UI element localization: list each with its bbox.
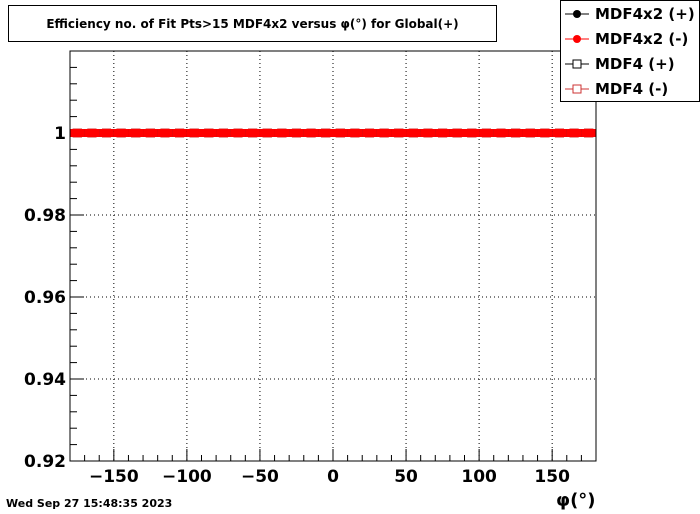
y-tick-label: 0.98 xyxy=(24,206,66,226)
data-band xyxy=(537,129,553,137)
legend-marker-filled-circle-red xyxy=(565,35,589,43)
x-tick-label: 150 xyxy=(534,467,570,487)
data-band xyxy=(143,129,158,137)
data-band xyxy=(552,129,567,137)
legend-label: MDF4x2 (+) xyxy=(595,5,695,23)
y-tick-label: 0.94 xyxy=(24,370,66,390)
data-band xyxy=(128,129,144,137)
data-band xyxy=(318,129,333,137)
series-mdf4x2- xyxy=(70,129,596,137)
legend: MDF4x2 (+) MDF4x2 (-) MDF4 (+) MDF4 (-) xyxy=(560,0,700,102)
data-band xyxy=(70,129,85,137)
y-tick-label: 0.96 xyxy=(24,288,66,308)
legend-entry-mdf4x2-plus: MDF4x2 (+) xyxy=(561,2,699,26)
y-tick-label: 1 xyxy=(54,124,66,144)
data-band xyxy=(376,129,392,137)
y-tick-label: 0.92 xyxy=(24,452,66,472)
legend-entry-mdf4-minus: MDF4 (-) xyxy=(561,77,699,101)
x-tick-label: 100 xyxy=(461,467,497,487)
data-band xyxy=(230,129,246,137)
datestamp: Wed Sep 27 15:48:35 2023 xyxy=(6,497,173,510)
data-band xyxy=(172,129,187,137)
data-band xyxy=(493,129,509,137)
axis-ticks xyxy=(70,50,582,462)
data-band xyxy=(157,129,173,137)
grid-lines xyxy=(70,51,596,462)
data-band xyxy=(581,129,596,137)
data-band xyxy=(245,129,260,137)
data-band xyxy=(508,129,523,137)
chart-title: Efficiency no. of Fit Pts>15 MDF4x2 vers… xyxy=(8,5,497,42)
data-band xyxy=(479,129,494,137)
legend-marker-filled-circle-black xyxy=(565,10,589,18)
data-band xyxy=(362,129,377,137)
data-band xyxy=(113,129,129,137)
x-tick-label: 50 xyxy=(394,467,418,487)
data-band xyxy=(99,129,114,137)
legend-entry-mdf4x2-minus: MDF4x2 (-) xyxy=(561,27,699,51)
data-band xyxy=(216,129,231,137)
legend-marker-open-square-black xyxy=(565,59,589,69)
x-axis-title: φ(°) xyxy=(556,490,596,511)
data-series xyxy=(70,128,596,138)
data-band xyxy=(566,129,582,137)
legend-label: MDF4x2 (-) xyxy=(595,30,689,48)
legend-marker-open-square-red xyxy=(565,84,589,94)
legend-label: MDF4 (+) xyxy=(595,55,675,73)
data-band xyxy=(274,129,290,137)
x-tick-label: −50 xyxy=(241,467,279,487)
x-tick-label: 0 xyxy=(327,467,339,487)
data-band xyxy=(522,129,538,137)
x-tick-label: −150 xyxy=(89,467,139,487)
data-band xyxy=(449,129,465,137)
data-band xyxy=(289,129,304,137)
legend-entry-mdf4-plus: MDF4 (+) xyxy=(561,52,699,76)
data-band xyxy=(259,129,275,137)
data-band xyxy=(435,129,450,137)
plot-frame xyxy=(69,50,597,462)
data-band xyxy=(333,129,348,137)
data-band xyxy=(391,129,407,137)
data-band xyxy=(303,129,319,137)
data-band xyxy=(464,129,480,137)
x-tick-label: −100 xyxy=(162,467,212,487)
data-band xyxy=(84,129,100,137)
data-band xyxy=(406,129,421,137)
data-band xyxy=(347,129,363,137)
data-band xyxy=(186,129,202,137)
data-band xyxy=(201,129,217,137)
data-band xyxy=(420,129,436,137)
legend-label: MDF4 (-) xyxy=(595,80,669,98)
tick-labels: −150 −100 −50 0 50 100 150 0.92 0.94 0.96 0.98 1 xyxy=(24,124,570,487)
